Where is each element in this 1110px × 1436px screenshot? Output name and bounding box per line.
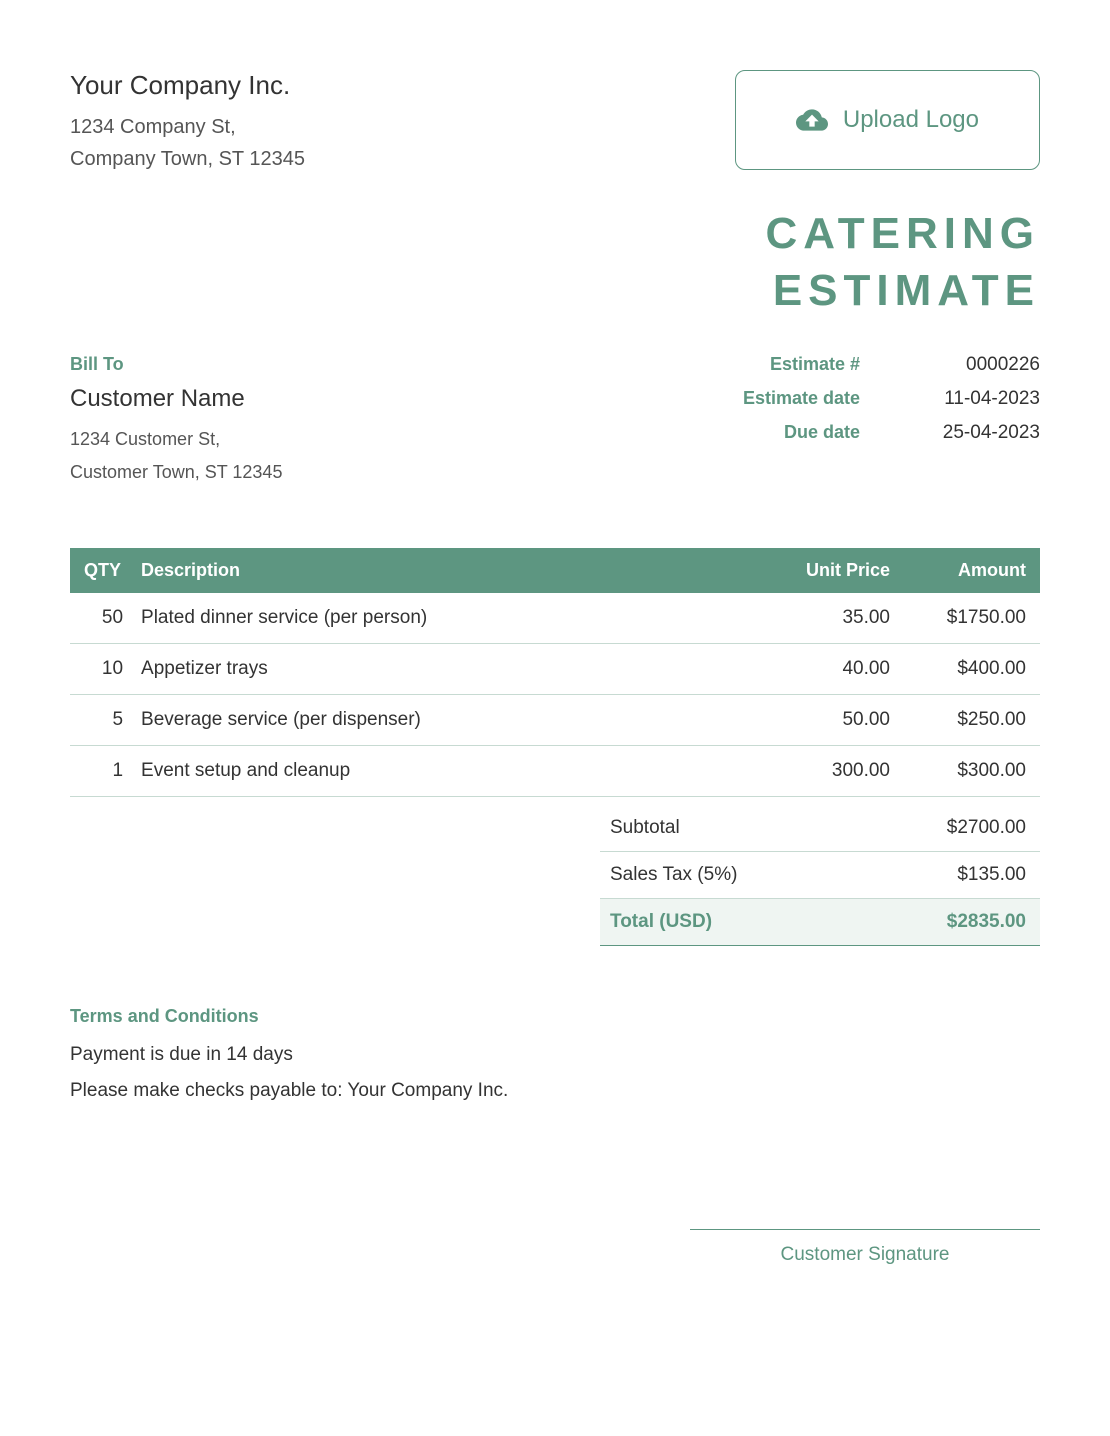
table-header-row: QTY Description Unit Price Amount bbox=[70, 548, 1040, 593]
tax-label: Sales Tax (5%) bbox=[610, 864, 737, 886]
col-amount-header: Amount bbox=[900, 548, 1040, 593]
line-items-table: QTY Description Unit Price Amount 50Plat… bbox=[70, 548, 1040, 797]
tax-value: $135.00 bbox=[957, 864, 1026, 886]
signature-section: Customer Signature bbox=[70, 1229, 1040, 1266]
cell-unit-price: 300.00 bbox=[740, 746, 900, 797]
cell-description: Event setup and cleanup bbox=[131, 746, 740, 797]
company-name: Your Company Inc. bbox=[70, 70, 735, 101]
company-address-line2: Company Town, ST 12345 bbox=[70, 143, 735, 175]
table-row: 50Plated dinner service (per person)35.0… bbox=[70, 593, 1040, 644]
due-date-value: 25-04-2023 bbox=[920, 422, 1040, 444]
estimate-number-value: 0000226 bbox=[920, 354, 1040, 376]
info-row: Bill To Customer Name 1234 Customer St, … bbox=[70, 354, 1040, 488]
cell-amount: $1750.00 bbox=[900, 593, 1040, 644]
subtotal-row: Subtotal $2700.00 bbox=[600, 805, 1040, 852]
doc-title-line2: ESTIMATE bbox=[70, 262, 1040, 319]
cell-qty: 50 bbox=[70, 593, 131, 644]
meta-estimate-date-row: Estimate date 11-04-2023 bbox=[720, 388, 1040, 410]
estimate-meta: Estimate # 0000226 Estimate date 11-04-2… bbox=[720, 354, 1040, 488]
table-row: 10Appetizer trays40.00$400.00 bbox=[70, 644, 1040, 695]
company-address: 1234 Company St, Company Town, ST 12345 bbox=[70, 111, 735, 175]
totals-table: Subtotal $2700.00 Sales Tax (5%) $135.00… bbox=[600, 805, 1040, 946]
cell-unit-price: 50.00 bbox=[740, 695, 900, 746]
cell-amount: $300.00 bbox=[900, 746, 1040, 797]
total-row: Total (USD) $2835.00 bbox=[600, 899, 1040, 946]
col-unit-price-header: Unit Price bbox=[740, 548, 900, 593]
signature-label: Customer Signature bbox=[690, 1244, 1040, 1266]
customer-address: 1234 Customer St, Customer Town, ST 1234… bbox=[70, 423, 720, 488]
cloud-upload-icon bbox=[796, 106, 828, 134]
cell-qty: 10 bbox=[70, 644, 131, 695]
meta-estimate-number-row: Estimate # 0000226 bbox=[720, 354, 1040, 376]
cell-qty: 5 bbox=[70, 695, 131, 746]
customer-address-line1: 1234 Customer St, bbox=[70, 423, 720, 455]
company-address-line1: 1234 Company St, bbox=[70, 111, 735, 143]
table-row: 5Beverage service (per dispenser)50.00$2… bbox=[70, 695, 1040, 746]
terms-line1: Payment is due in 14 days bbox=[70, 1037, 1040, 1073]
company-info: Your Company Inc. 1234 Company St, Compa… bbox=[70, 70, 735, 175]
estimate-number-label: Estimate # bbox=[720, 354, 860, 375]
document-title: CATERING ESTIMATE bbox=[70, 205, 1040, 319]
customer-name: Customer Name bbox=[70, 385, 720, 413]
bill-to-label: Bill To bbox=[70, 354, 720, 375]
terms-line2: Please make checks payable to: Your Comp… bbox=[70, 1073, 1040, 1109]
estimate-date-label: Estimate date bbox=[720, 388, 860, 409]
cell-unit-price: 35.00 bbox=[740, 593, 900, 644]
total-value: $2835.00 bbox=[947, 911, 1026, 933]
meta-due-date-row: Due date 25-04-2023 bbox=[720, 422, 1040, 444]
signature-box: Customer Signature bbox=[690, 1229, 1040, 1266]
bill-to-section: Bill To Customer Name 1234 Customer St, … bbox=[70, 354, 720, 488]
tax-row: Sales Tax (5%) $135.00 bbox=[600, 852, 1040, 899]
header-row: Your Company Inc. 1234 Company St, Compa… bbox=[70, 70, 1040, 175]
customer-address-line2: Customer Town, ST 12345 bbox=[70, 456, 720, 488]
cell-amount: $400.00 bbox=[900, 644, 1040, 695]
terms-label: Terms and Conditions bbox=[70, 1006, 1040, 1027]
upload-logo-button[interactable]: Upload Logo bbox=[735, 70, 1040, 170]
table-row: 1Event setup and cleanup300.00$300.00 bbox=[70, 746, 1040, 797]
subtotal-value: $2700.00 bbox=[947, 817, 1026, 839]
cell-description: Appetizer trays bbox=[131, 644, 740, 695]
col-qty-header: QTY bbox=[70, 548, 131, 593]
cell-qty: 1 bbox=[70, 746, 131, 797]
due-date-label: Due date bbox=[720, 422, 860, 443]
terms-text: Payment is due in 14 days Please make ch… bbox=[70, 1037, 1040, 1109]
cell-amount: $250.00 bbox=[900, 695, 1040, 746]
subtotal-label: Subtotal bbox=[610, 817, 680, 839]
cell-description: Plated dinner service (per person) bbox=[131, 593, 740, 644]
upload-logo-label: Upload Logo bbox=[843, 106, 979, 134]
total-label: Total (USD) bbox=[610, 911, 712, 933]
terms-section: Terms and Conditions Payment is due in 1… bbox=[70, 1006, 1040, 1109]
cell-unit-price: 40.00 bbox=[740, 644, 900, 695]
cell-description: Beverage service (per dispenser) bbox=[131, 695, 740, 746]
doc-title-line1: CATERING bbox=[70, 205, 1040, 262]
totals-section: Subtotal $2700.00 Sales Tax (5%) $135.00… bbox=[70, 805, 1040, 946]
col-description-header: Description bbox=[131, 548, 740, 593]
estimate-date-value: 11-04-2023 bbox=[920, 388, 1040, 410]
